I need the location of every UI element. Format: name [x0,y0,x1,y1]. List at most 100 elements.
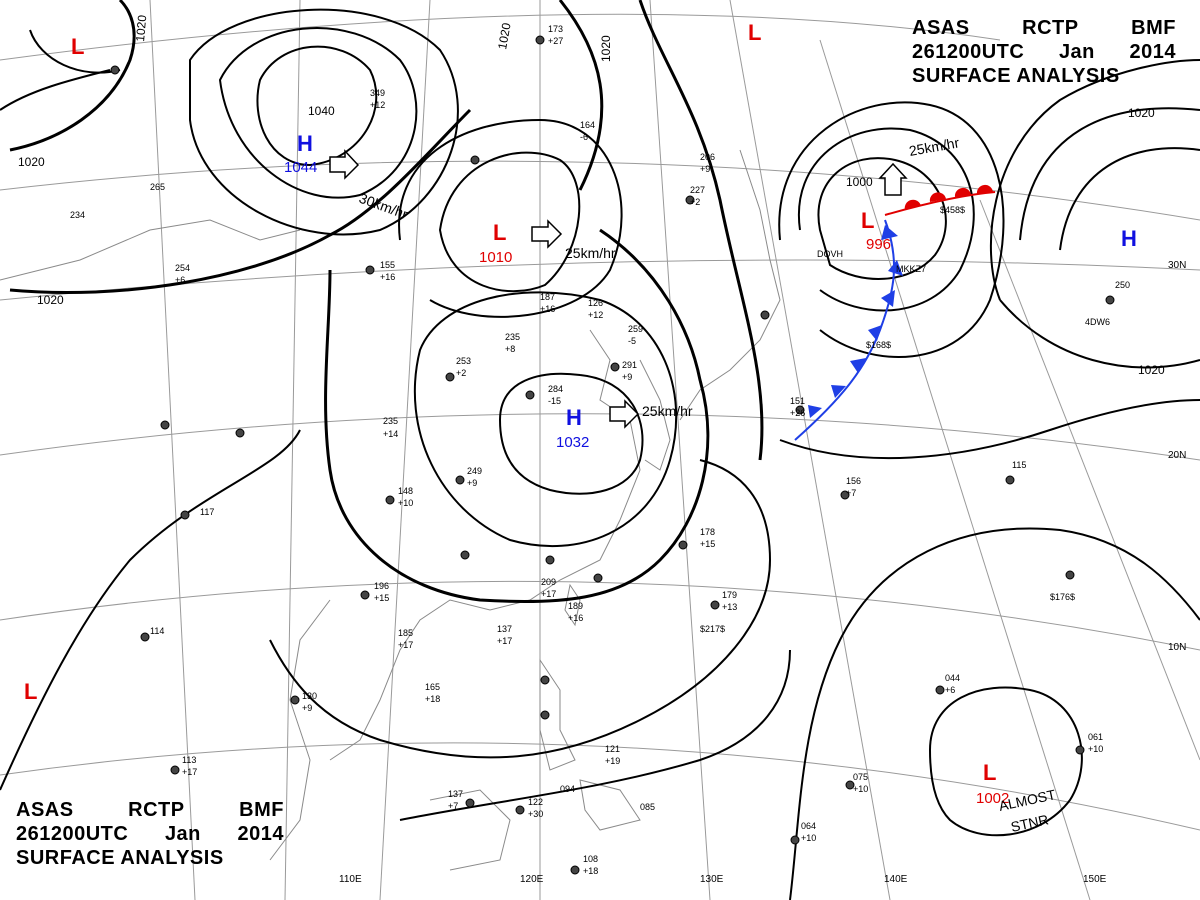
station-value: 137 [497,624,512,634]
header-word: Jan [164,823,201,845]
arrow-right-icon [609,399,640,429]
station-value: +9 [622,372,632,382]
header-product: SURFACE ANALYSIS [912,65,1120,87]
latitude-label: 30N [1168,260,1186,271]
station-value: +13 [722,602,737,612]
isobar [399,649,791,821]
station-symbol [795,405,805,415]
parallel-line [0,413,1200,461]
station-value: +12 [588,310,603,320]
isobar [29,29,121,74]
isobar [778,101,1005,359]
high-center-symbol: H [297,131,313,156]
station-value: 122 [528,797,543,807]
header-word: 2014 [237,823,284,845]
station-symbol [460,550,470,560]
isobar [0,429,301,791]
station-symbol [385,495,395,505]
arrow-right-icon [329,149,360,180]
station-value: +9 [700,164,710,174]
station-value: $217$ [700,624,725,634]
station-symbol [540,710,550,720]
station-value: 155 [380,260,395,270]
isobar [189,8,459,236]
station-value: 094 [560,784,575,794]
header-word: BMF [1131,17,1176,39]
station-value: +12 [370,100,385,110]
station-symbol [1075,745,1085,755]
header-word: RCTP [1022,17,1079,39]
station-value: +10 [1088,744,1103,754]
station-value: 235 [383,416,398,426]
station-value: 235 [505,332,520,342]
station-value: -6 [580,132,588,142]
station-symbol [170,765,180,775]
isobar [256,45,378,167]
station-value: 234 [70,210,85,220]
station-symbol [570,865,580,875]
header-product-row: SURFACE ANALYSIS [912,64,1176,88]
station-value: 254 [175,263,190,273]
station-symbol [445,372,455,382]
high-center-pressure: 1032 [556,434,589,451]
header-time-row: 261200UTC Jan 2014 [912,40,1176,64]
station-value: 227 [690,185,705,195]
meridian-line [284,0,301,900]
station-value: 148 [398,486,413,496]
station-value: +7 [846,488,856,498]
isobar [413,291,678,548]
parallel-line [0,580,1200,651]
isobar [1059,147,1200,251]
chart-header-bottom: ASAS RCTP BMF 261200UTC Jan 2014 SURFACE… [16,798,284,870]
station-symbol [290,695,300,705]
isobar [218,26,418,199]
meridian-line [149,0,196,900]
station-value: +9 [302,703,312,713]
station-symbol [515,805,525,815]
header-word: RCTP [128,799,185,821]
pressure-centers: H 1044 H 1032 H L 1010 L 996 L 1002 L L … [24,20,1137,807]
station-value: 349 [370,88,385,98]
isobar [638,0,764,461]
station-value: +15 [700,539,715,549]
station-value: 151 [790,396,805,406]
station-value: 156 [846,476,861,486]
station-value: 130 [302,691,317,701]
station-value: 108 [583,854,598,864]
warm-front-bump [904,199,921,210]
station-value: 164 [580,120,595,130]
fronts [794,184,996,441]
station-value: 061 [1088,732,1103,742]
arrow-up-icon [878,162,908,196]
station-value: 209 [541,577,556,587]
chart-header-top: ASAS RCTP BMF 261200UTC Jan 2014 SURFACE… [912,16,1176,88]
warm-front [884,191,996,216]
isobar [1019,107,1200,241]
station-symbol [685,195,695,205]
isobar-label: 1020 [37,293,64,307]
header-word: 261200UTC [16,823,129,845]
header-time-row: 261200UTC Jan 2014 [16,822,284,846]
station-value: +16 [380,272,395,282]
latitude-label: 20N [1168,450,1186,461]
motion-label: 25km/hr [565,245,616,261]
station-value: 206 [700,152,715,162]
isobar-label: 1000 [846,175,873,189]
station-value: +16 [568,613,583,623]
isobar-label: 1020 [1128,106,1155,120]
isobar-label: 1040 [308,104,335,118]
station-value: +30 [528,809,543,819]
luzon-island [539,658,576,771]
station-value: 4DW6 [1085,317,1110,327]
cold-front-barb [868,325,882,341]
taiwan-island [564,583,581,627]
latitude-label: 10N [1168,642,1186,653]
isobar [797,127,975,312]
station-symbol [160,420,170,430]
meridian-line [649,0,711,900]
meridian-line [379,0,431,900]
station-symbol [840,490,850,500]
mongolia-border [0,219,301,281]
